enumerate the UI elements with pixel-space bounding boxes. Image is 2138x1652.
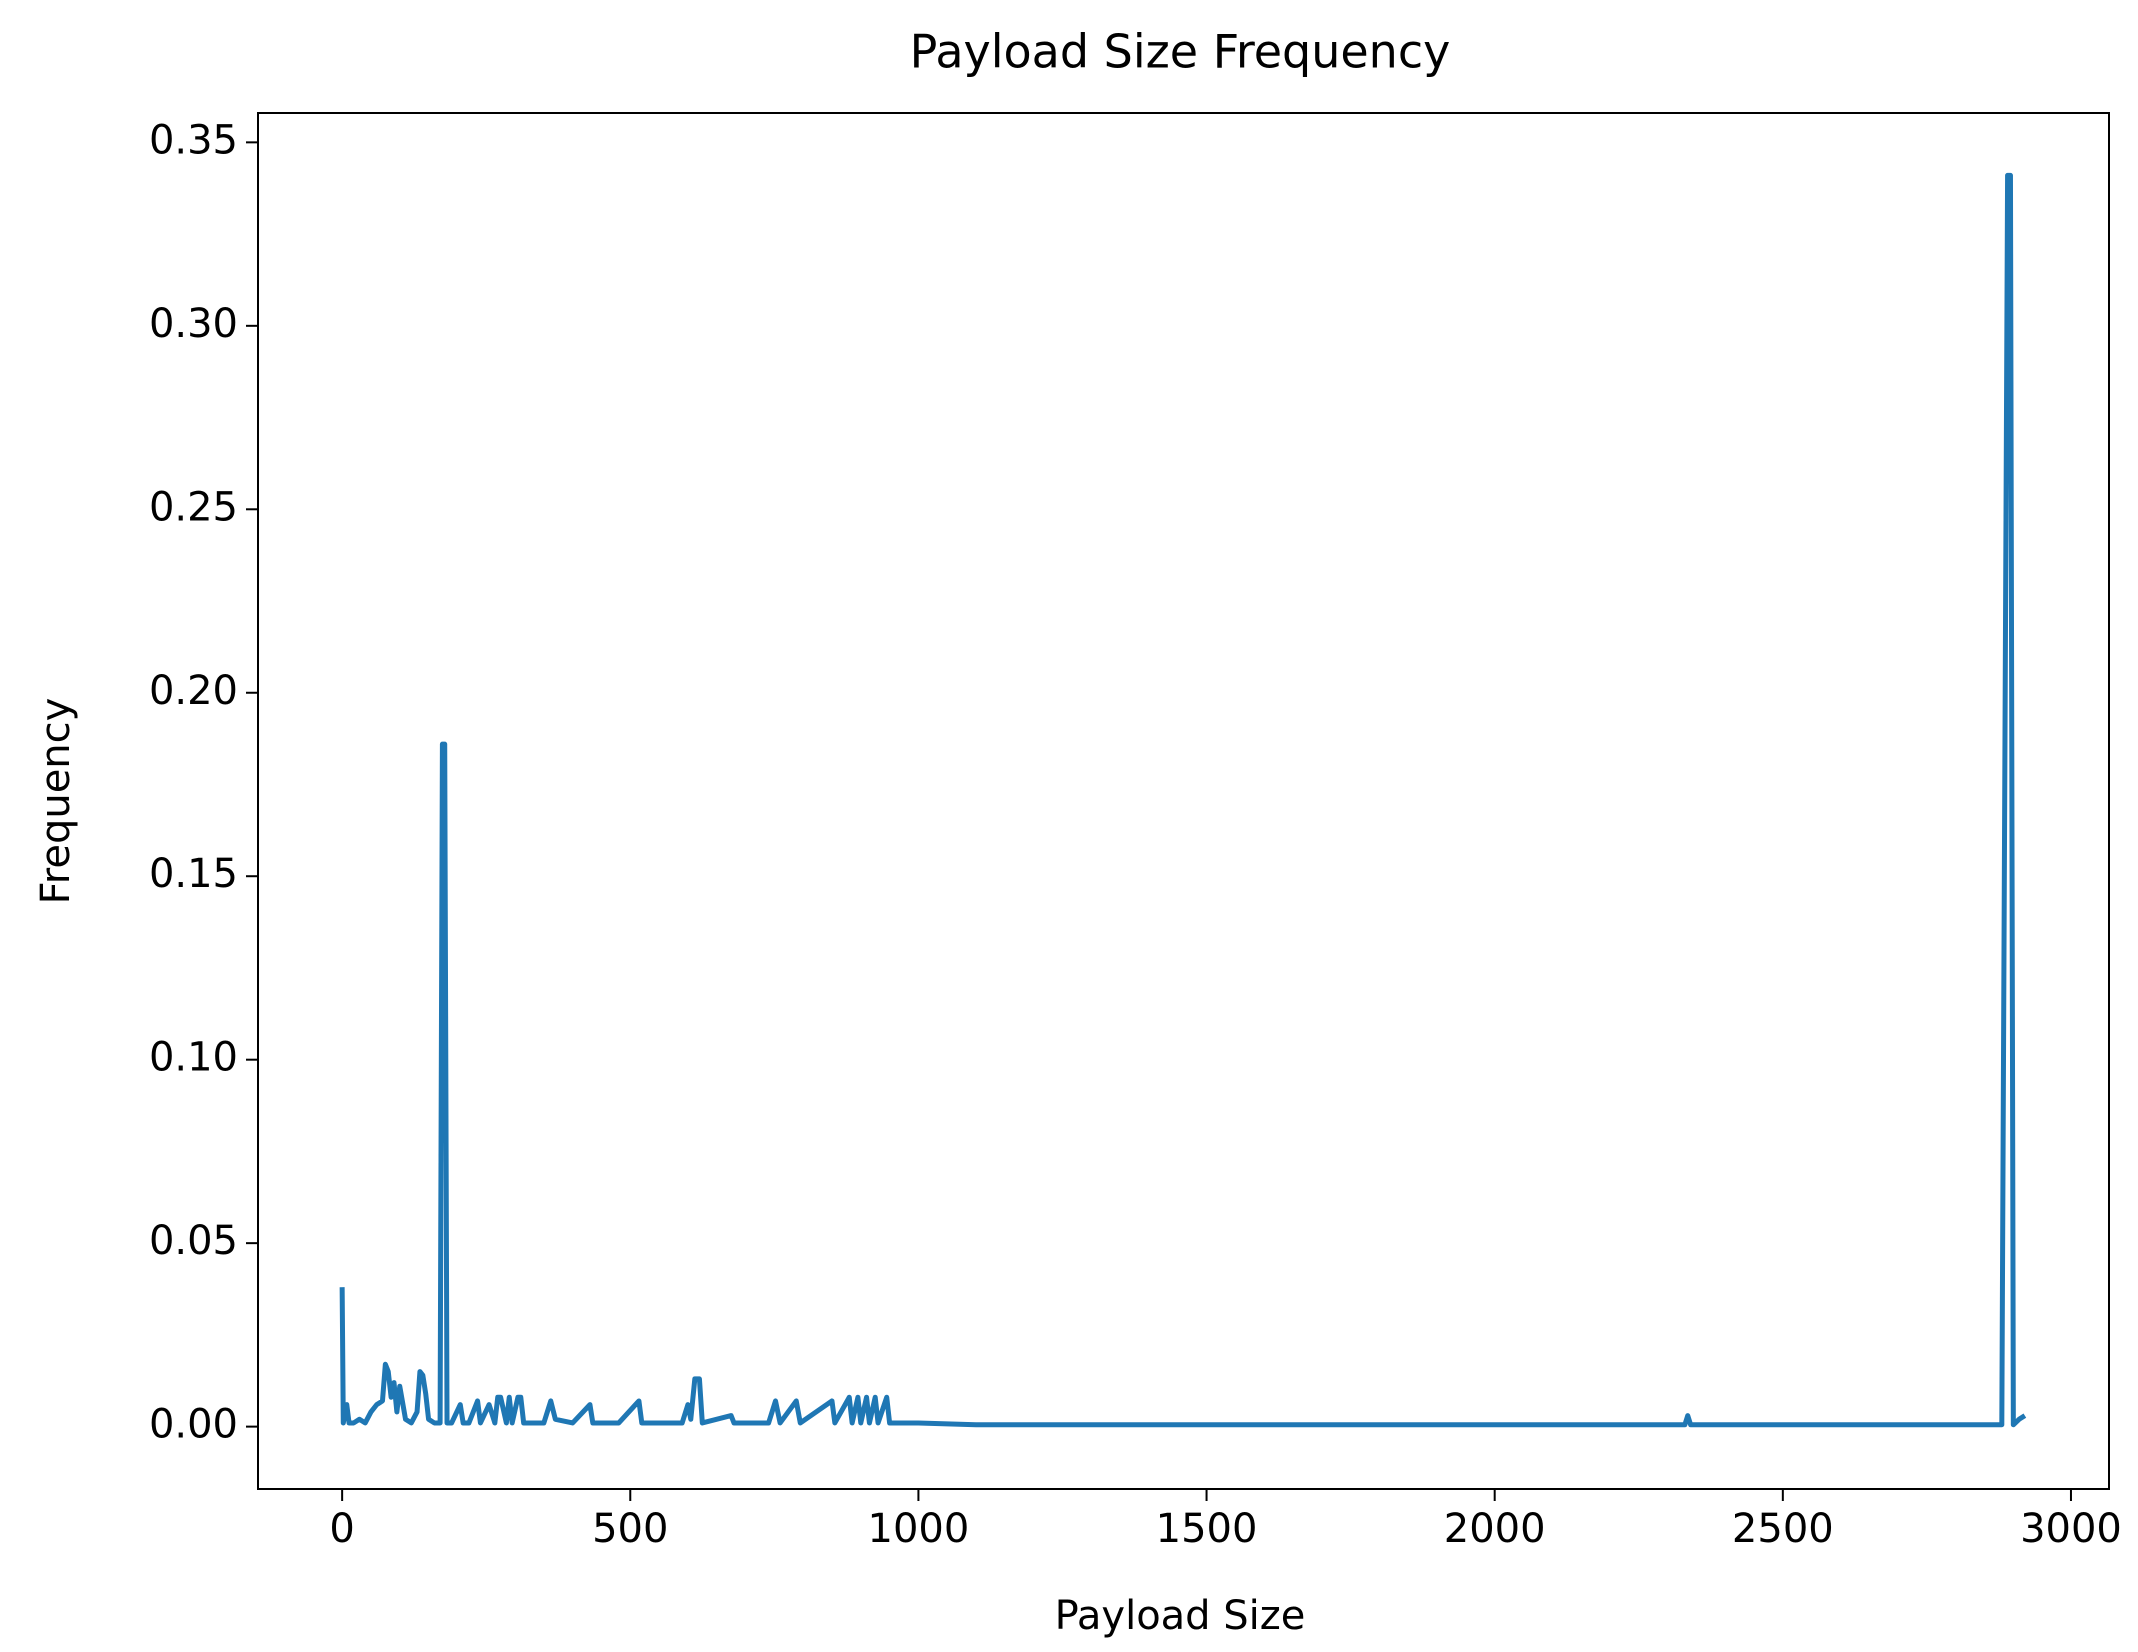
y-tick-label: 0.10	[149, 1035, 238, 1081]
y-axis-label: Frequency	[33, 698, 79, 905]
x-tick-label: 2500	[1732, 1506, 1834, 1552]
y-tick-label: 0.30	[149, 301, 238, 347]
plot-frame	[257, 112, 2110, 1490]
x-axis-label: Payload Size	[1055, 1593, 1306, 1639]
x-tick-label: 1500	[1156, 1506, 1258, 1552]
y-tick-label: 0.00	[149, 1402, 238, 1448]
x-tick-label: 2000	[1444, 1506, 1546, 1552]
chart-title: Payload Size Frequency	[910, 25, 1451, 79]
x-tick-label: 3000	[2020, 1506, 2122, 1552]
y-tick-label: 0.15	[149, 851, 238, 897]
y-tick-label: 0.35	[149, 117, 238, 163]
x-tick-label: 0	[329, 1506, 354, 1552]
x-tick-label: 500	[592, 1506, 668, 1552]
x-tick-label: 1000	[868, 1506, 970, 1552]
data-line	[339, 172, 2027, 1428]
y-tick-label: 0.20	[149, 668, 238, 714]
y-tick-label: 0.05	[149, 1218, 238, 1264]
y-tick-label: 0.25	[149, 484, 238, 530]
